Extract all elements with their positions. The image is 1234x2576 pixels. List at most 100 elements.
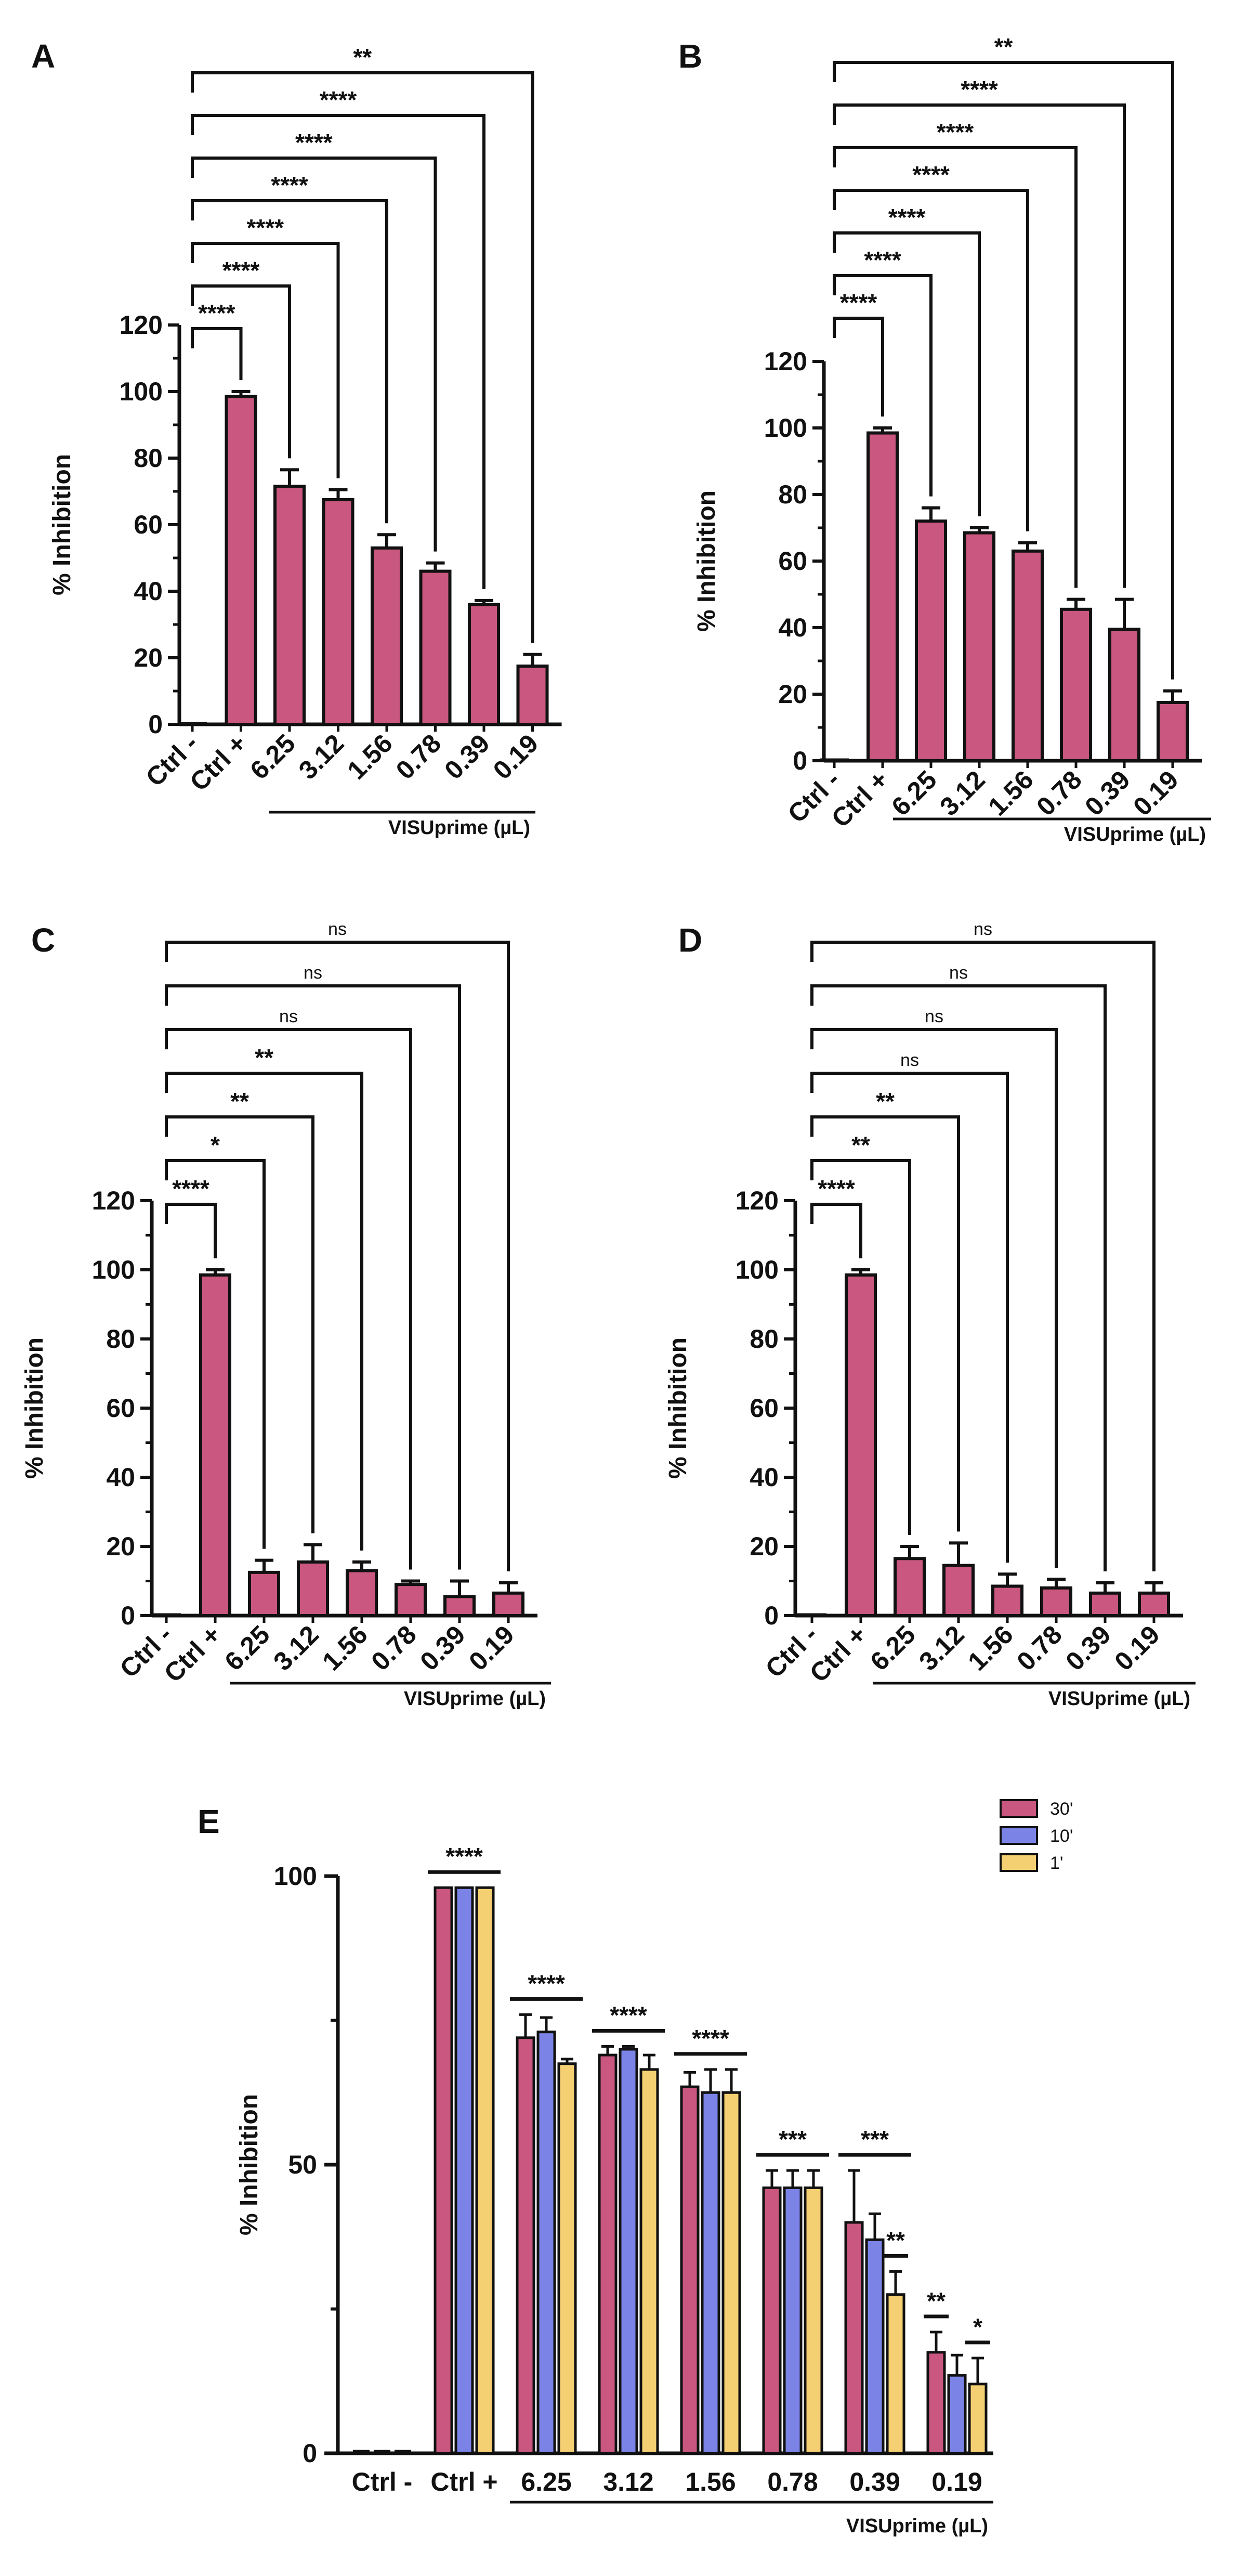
legend-swatch-1	[1000, 1826, 1038, 1845]
x-tick-label: 3.12	[268, 1620, 324, 1676]
bar-2-4	[721, 2091, 741, 2455]
x-tick-label: 3.12	[913, 1620, 969, 1676]
bar-2-7	[968, 2383, 988, 2455]
y-tick-label: 20	[750, 1532, 779, 1561]
bar-2-5	[804, 2186, 823, 2455]
bar-0-7	[926, 2351, 946, 2455]
bar-1-4	[701, 2091, 720, 2455]
significance-label: *	[973, 2313, 982, 2340]
x-tick-label: 3.12	[603, 2467, 653, 2496]
x-tick-label: Ctrl +	[184, 728, 252, 797]
bar-1-2	[536, 2031, 556, 2455]
significance-label: **	[851, 1131, 870, 1159]
bar-5	[1060, 607, 1092, 763]
y-tick-label: 80	[106, 1324, 135, 1354]
significance-label: **	[230, 1088, 249, 1115]
y-tick-label: 80	[778, 480, 807, 509]
comparison-bracket	[833, 189, 1029, 531]
bar-5	[419, 569, 452, 726]
significance-label: *	[211, 1131, 220, 1159]
comparison-bracket	[810, 1203, 862, 1258]
y-tick-label: 0	[793, 746, 807, 775]
y-tick-label: 120	[92, 1186, 135, 1215]
bar-0-6	[844, 2221, 864, 2455]
comparison-bracket	[191, 242, 340, 478]
significance-label: ****	[610, 2001, 647, 2028]
comparison-bracket	[833, 103, 1126, 588]
panel-label: D	[678, 921, 702, 959]
bar-1	[845, 1273, 877, 1618]
x-tick-label: 0.39	[1079, 765, 1135, 821]
significance-label: ****	[320, 86, 357, 113]
bar-7	[492, 1591, 524, 1617]
bar-6	[1108, 628, 1140, 762]
x-tick-label: 1.56	[982, 765, 1039, 821]
significance-label: ****	[222, 257, 260, 284]
bar-4	[346, 1569, 378, 1618]
comparison-bracket	[810, 984, 1107, 1571]
x-tick-label: 0.78	[1031, 765, 1087, 821]
significance-label: **	[994, 33, 1013, 60]
comparison-bracket	[810, 941, 1156, 1571]
significance-label: ****	[271, 172, 308, 199]
panel-label: C	[31, 921, 55, 959]
x-tick-label: 0.19	[1109, 1620, 1165, 1676]
comparison-bracket	[165, 1115, 314, 1533]
significance-label: ****	[295, 129, 333, 156]
significance-label: **	[353, 44, 372, 71]
x-tick-label: 0.19	[463, 1620, 519, 1676]
y-axis-label: % Inhibition	[693, 490, 720, 632]
x-tick-label: Ctrl -	[352, 2467, 413, 2496]
significance-label: ****	[912, 161, 950, 188]
x-tick-label: 0.19	[1127, 765, 1184, 821]
y-tick-label: 40	[750, 1463, 779, 1492]
significance-label: ns	[949, 963, 968, 983]
bar-5	[395, 1583, 427, 1617]
group-label: VISUprime (µL)	[1064, 824, 1206, 845]
group-label: VISUprime (µL)	[1048, 1688, 1190, 1710]
significance-label: ****	[692, 2025, 729, 2052]
bar-3	[297, 1560, 329, 1618]
y-tick-label: 0	[148, 710, 163, 739]
y-axis-label: % Inhibition	[235, 2094, 263, 2235]
comparison-bracket	[833, 274, 933, 497]
y-tick-label: 60	[134, 510, 163, 539]
y-tick-label: 80	[750, 1324, 779, 1354]
x-tick-label: 0.39	[849, 2467, 900, 2496]
x-tick-label: 6.25	[864, 1620, 921, 1676]
x-tick-label: 1.56	[317, 1620, 373, 1676]
x-tick-label: Ctrl +	[826, 765, 894, 833]
bar-0-2	[516, 2036, 535, 2455]
panel-label: E	[198, 1803, 220, 1840]
y-tick-label: 60	[106, 1394, 135, 1423]
y-tick-label: 0	[303, 2439, 317, 2468]
comparison-bracket	[191, 199, 388, 524]
bar-1-3	[619, 2048, 638, 2455]
comparison-bracket	[191, 114, 485, 589]
panel-e: E 0 50 100 % Inhibition Ctrl - Ctrl + 6.25 3.12 1…	[198, 1799, 1073, 2537]
y-tick-label: 20	[778, 680, 807, 709]
y-tick-label: 40	[134, 577, 163, 606]
significance-label: ****	[937, 119, 974, 146]
legend-swatch-0	[1000, 1799, 1038, 1818]
bar-1	[225, 395, 257, 726]
legend-label: 1'	[1050, 1853, 1063, 1873]
bar-4	[1012, 549, 1044, 763]
x-tick-label: 1.56	[962, 1620, 1018, 1676]
bar-2-2	[557, 2062, 577, 2455]
x-tick-label: 6.25	[244, 728, 300, 785]
x-tick-label: 0.19	[931, 2467, 982, 2496]
significance-label: ns	[900, 1050, 919, 1070]
comparison-bracket	[191, 71, 534, 643]
group-label: VISUprime (µL)	[846, 2515, 988, 2537]
significance-label: ns	[925, 1007, 943, 1026]
y-axis-label: % Inhibition	[21, 1337, 48, 1479]
bar-4	[991, 1584, 1023, 1618]
x-tick-label: 0.78	[390, 728, 447, 785]
comparison-bracket	[165, 1072, 363, 1551]
bar-2	[915, 519, 947, 762]
comparison-bracket	[810, 1115, 960, 1532]
x-tick-label: 0.19	[488, 728, 544, 785]
